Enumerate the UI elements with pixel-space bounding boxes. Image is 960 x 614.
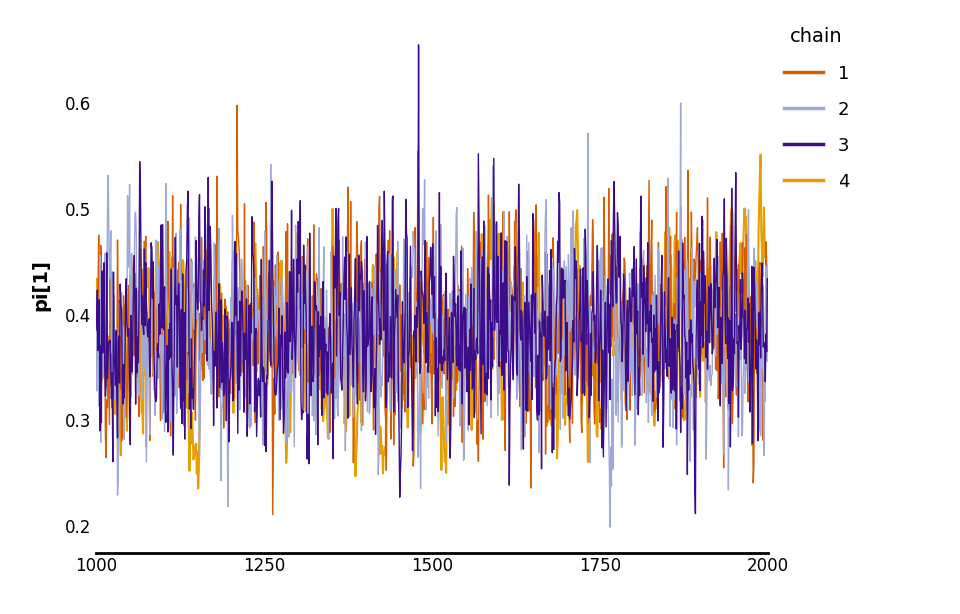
Y-axis label: pi[1]: pi[1]	[32, 260, 51, 311]
Legend: 1, 2, 3, 4: 1, 2, 3, 4	[783, 28, 850, 191]
